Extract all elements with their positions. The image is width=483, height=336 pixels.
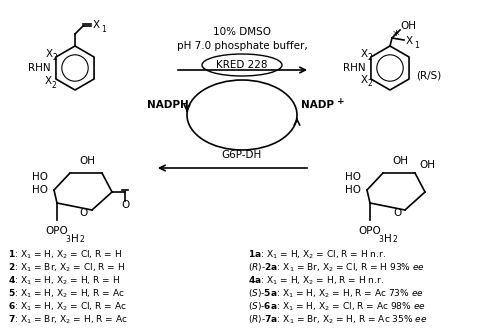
Text: 2: 2 <box>51 81 56 89</box>
Text: RHN: RHN <box>343 63 366 73</box>
Text: $(R)$-$\mathbf{2a}$: X$_1$ = Br, X$_2$ = Cl, R = H 93% $\it{ee}$: $(R)$-$\mathbf{2a}$: X$_1$ = Br, X$_2$ =… <box>248 262 425 274</box>
Text: $\mathbf{4a}$: X$_1$ = H, X$_2$ = H, R = H n.r.: $\mathbf{4a}$: X$_1$ = H, X$_2$ = H, R =… <box>248 275 384 287</box>
Text: H: H <box>71 234 79 244</box>
Text: 3: 3 <box>66 235 71 244</box>
Text: $\mathbf{6}$: X$_1$ = H, X$_2$ = Cl, R = Ac: $\mathbf{6}$: X$_1$ = H, X$_2$ = Cl, R =… <box>8 301 127 313</box>
Text: HO: HO <box>32 185 48 195</box>
Text: $(R)$-$\mathbf{7a}$: X$_1$ = Br, X$_2$ = H, R = Ac 35% $\it{ee}$: $(R)$-$\mathbf{7a}$: X$_1$ = Br, X$_2$ =… <box>248 314 427 326</box>
Text: $\mathbf{1}$: X$_1$ = H, X$_2$ = Cl, R = H: $\mathbf{1}$: X$_1$ = H, X$_2$ = Cl, R =… <box>8 249 122 261</box>
Text: $\mathbf{5}$: X$_1$ = H, X$_2$ = H, R = Ac: $\mathbf{5}$: X$_1$ = H, X$_2$ = H, R = … <box>8 288 125 300</box>
Text: H: H <box>384 234 392 244</box>
Text: 1: 1 <box>101 25 106 34</box>
Text: OH: OH <box>400 21 416 31</box>
Text: X: X <box>46 49 53 59</box>
Text: HO: HO <box>345 172 361 182</box>
Text: 2: 2 <box>393 235 398 244</box>
Text: 1: 1 <box>414 41 419 49</box>
Text: $(S)$-$\mathbf{6a}$: X$_1$ = H, X$_2$ = Cl, R = Ac 98% $\it{ee}$: $(S)$-$\mathbf{6a}$: X$_1$ = H, X$_2$ = … <box>248 301 426 313</box>
Text: $\mathbf{4}$: X$_1$ = H, X$_2$ = H, R = H: $\mathbf{4}$: X$_1$ = H, X$_2$ = H, R = … <box>8 275 120 287</box>
Text: X: X <box>93 20 100 30</box>
Text: KRED 228: KRED 228 <box>216 60 268 70</box>
Text: *: * <box>393 30 399 42</box>
Text: $(S)$-$\mathbf{5a}$: X$_1$ = H, X$_2$ = H, R = Ac 73% $\it{ee}$: $(S)$-$\mathbf{5a}$: X$_1$ = H, X$_2$ = … <box>248 288 424 300</box>
Text: 2: 2 <box>80 235 85 244</box>
Text: $\mathbf{1a}$: X$_1$ = H, X$_2$ = Cl, R = H n.r.: $\mathbf{1a}$: X$_1$ = H, X$_2$ = Cl, R … <box>248 249 386 261</box>
Text: +: + <box>337 96 345 106</box>
Text: G6P-DH: G6P-DH <box>222 150 262 160</box>
Text: pH 7.0 phosphate buffer,: pH 7.0 phosphate buffer, <box>177 41 307 51</box>
Text: 2: 2 <box>367 80 372 88</box>
Text: NADP: NADP <box>301 100 335 110</box>
Text: HO: HO <box>345 185 361 195</box>
Text: X: X <box>361 75 368 85</box>
Text: 2: 2 <box>367 53 372 62</box>
Text: OH: OH <box>392 156 408 166</box>
Text: OH: OH <box>79 156 95 166</box>
Text: X: X <box>406 36 413 46</box>
Text: OH: OH <box>419 160 435 170</box>
Text: X: X <box>361 49 368 59</box>
Text: 3: 3 <box>379 235 384 244</box>
Text: X: X <box>45 76 52 86</box>
Text: HO: HO <box>32 172 48 182</box>
Text: NADPH: NADPH <box>147 100 189 110</box>
Text: 10% DMSO: 10% DMSO <box>213 27 271 37</box>
Text: 2: 2 <box>52 53 57 62</box>
Text: O: O <box>80 208 88 218</box>
Text: O: O <box>121 200 129 210</box>
Text: (R/S): (R/S) <box>416 71 441 81</box>
Text: $\mathbf{2}$: X$_1$ = Br, X$_2$ = Cl, R = H: $\mathbf{2}$: X$_1$ = Br, X$_2$ = Cl, R … <box>8 262 125 274</box>
Text: OPO: OPO <box>358 226 382 236</box>
Text: O: O <box>393 208 401 218</box>
Text: OPO: OPO <box>45 226 69 236</box>
Text: $\mathbf{7}$: X$_1$ = Br, X$_2$ = H, R = Ac: $\mathbf{7}$: X$_1$ = Br, X$_2$ = H, R =… <box>8 314 128 326</box>
Text: RHN: RHN <box>28 63 51 73</box>
